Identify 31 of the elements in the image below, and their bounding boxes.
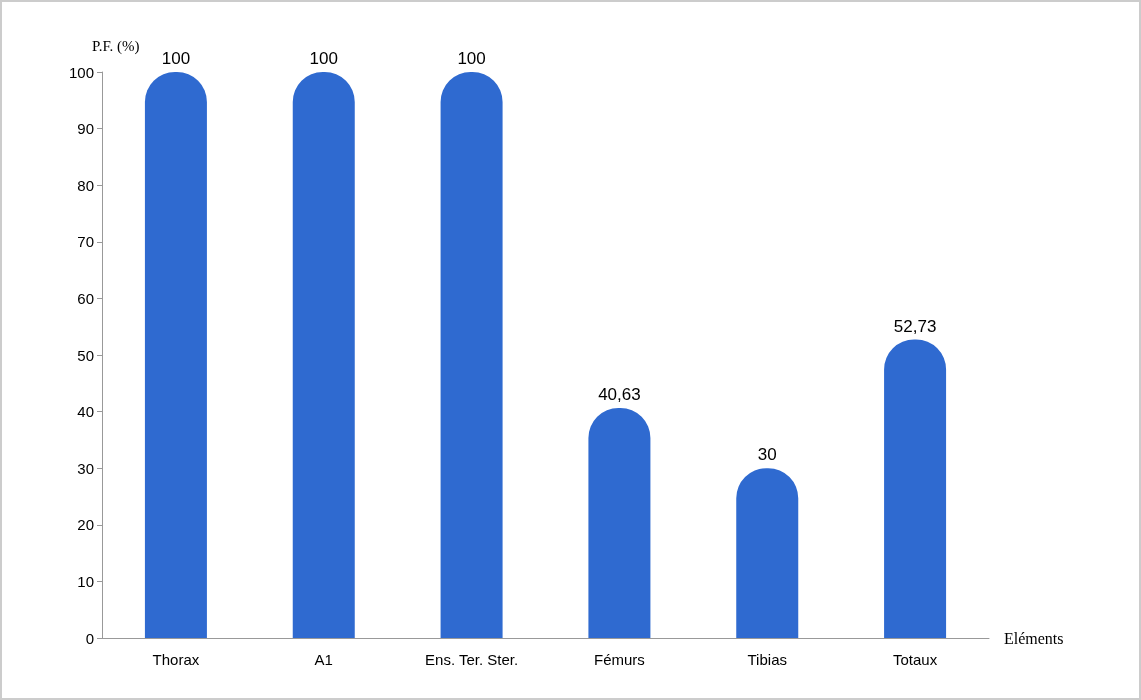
data-label: 100 xyxy=(457,49,486,68)
y-tick-label: 100 xyxy=(68,63,94,81)
y-tick-label: 70 xyxy=(77,233,94,251)
x-tick-label: Ens. Ter. Ster. xyxy=(425,651,519,668)
data-label: 40,63 xyxy=(598,385,641,405)
data-label: 100 xyxy=(309,49,338,68)
y-tick-label: 80 xyxy=(77,176,94,194)
y-axis-title: P.F. (%) xyxy=(92,37,140,55)
x-axis-title: Eléments xyxy=(1004,629,1064,647)
data-label: 100 xyxy=(161,49,191,68)
y-tick-label: 90 xyxy=(77,120,94,138)
y-tick-label: 60 xyxy=(77,289,94,307)
x-tick-label: Fémurs xyxy=(593,651,645,668)
bar xyxy=(588,408,651,638)
y-tick-label: 20 xyxy=(77,516,94,534)
bar xyxy=(884,339,947,638)
data-label: 52,73 xyxy=(893,316,937,336)
x-tick-label: Totaux xyxy=(892,651,938,668)
y-tick-label: 10 xyxy=(77,572,94,590)
y-tick-label: 40 xyxy=(77,403,94,421)
y-tick-label: 50 xyxy=(77,346,94,364)
bar xyxy=(736,468,799,638)
y-tick-label: 30 xyxy=(77,459,94,477)
data-label: 30 xyxy=(757,445,777,465)
bar xyxy=(292,72,355,638)
bar xyxy=(144,72,207,638)
x-tick-label: Tibias xyxy=(747,651,787,668)
y-tick-label: 0 xyxy=(85,629,94,647)
x-tick-label: A1 xyxy=(314,651,333,668)
x-tick-label: Thorax xyxy=(152,651,200,668)
bar xyxy=(440,72,503,638)
